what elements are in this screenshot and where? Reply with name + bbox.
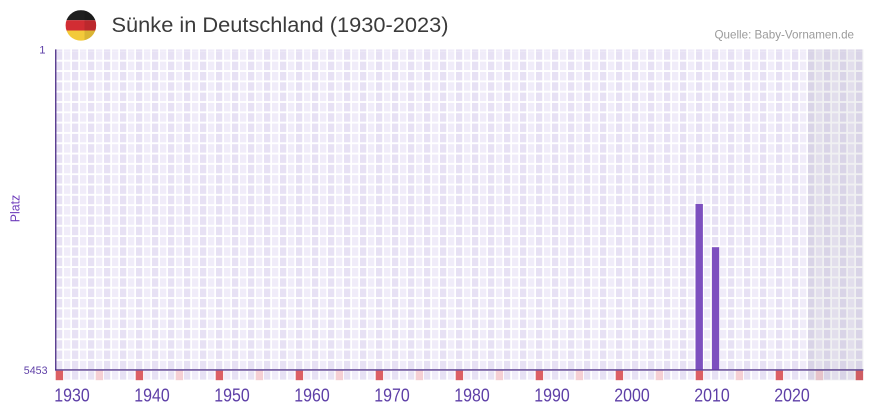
svg-text:1: 1 xyxy=(39,45,45,57)
svg-text:5453: 5453 xyxy=(24,365,48,377)
svg-text:2010: 2010 xyxy=(694,385,729,406)
svg-text:1990: 1990 xyxy=(534,385,569,406)
svg-text:Quelle: Baby-Vornamen.de: Quelle: Baby-Vornamen.de xyxy=(715,28,855,42)
svg-text:1940: 1940 xyxy=(134,385,169,406)
svg-text:Platz: Platz xyxy=(7,195,22,223)
svg-text:2000: 2000 xyxy=(614,385,649,406)
svg-text:1930: 1930 xyxy=(54,385,89,406)
svg-text:1960: 1960 xyxy=(294,385,329,406)
svg-text:1980: 1980 xyxy=(454,385,489,406)
svg-text:1970: 1970 xyxy=(374,385,409,406)
svg-text:2020: 2020 xyxy=(774,385,809,406)
svg-text:Sünke in Deutschland (1930-202: Sünke in Deutschland (1930-2023) xyxy=(112,14,449,37)
svg-text:1950: 1950 xyxy=(214,385,249,406)
